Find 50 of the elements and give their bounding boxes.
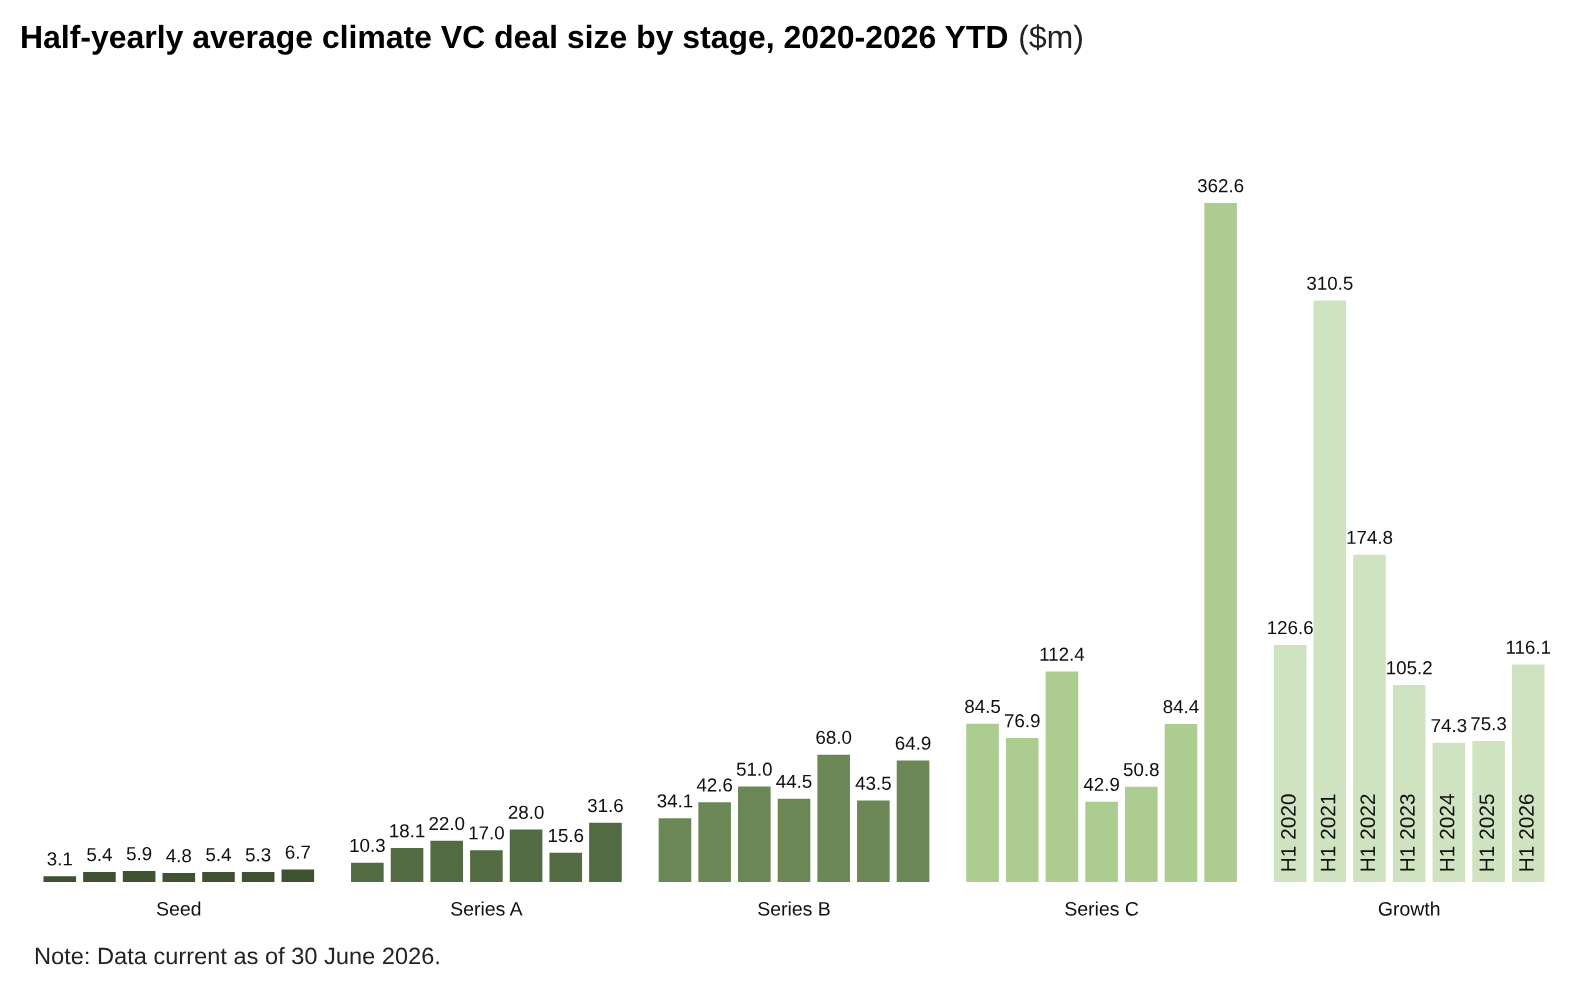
x-tick-label: Series B [758, 901, 830, 916]
series-label: H1 2022 [1360, 794, 1376, 871]
data-label: 34.1 [657, 794, 693, 808]
x-tick-label: Series C [1065, 901, 1139, 916]
data-label: 5.4 [87, 848, 112, 862]
data-label: 84.4 [1163, 700, 1199, 714]
series-label: H1 2026 [1519, 794, 1534, 871]
x-tick-label: Series A [451, 901, 523, 916]
data-label: 31.6 [587, 798, 623, 813]
data-label: 3.1 [47, 852, 72, 866]
data-label: 64.9 [895, 736, 931, 750]
data-label: 5.3 [245, 848, 271, 862]
data-label: 43.5 [855, 776, 891, 790]
data-label: 105.2 [1387, 661, 1432, 675]
series-label: H1 2023 [1400, 794, 1415, 871]
data-label: 42.6 [696, 778, 733, 792]
x-tick-label: Growth [1378, 901, 1440, 916]
chart-title: Half-yearly average climate VC deal size by stage, 2020-2026 YTD [22, 24, 1008, 55]
data-label: 84.5 [965, 699, 1001, 714]
data-label: 18.1 [390, 824, 425, 838]
chart-subtitle: ($m) [1020, 24, 1082, 55]
data-label: 42.9 [1083, 777, 1119, 792]
data-label: 44.5 [776, 774, 812, 789]
data-label: 15.6 [548, 828, 584, 843]
data-label: 51.0 [736, 762, 772, 776]
data-label: 362.6 [1197, 179, 1244, 193]
data-label: 112.4 [1040, 647, 1085, 661]
data-label: 10.3 [350, 838, 385, 853]
data-label: 76.9 [1004, 714, 1040, 728]
data-label: 17.0 [469, 826, 504, 840]
series-label: H1 2020 [1281, 794, 1296, 871]
data-label: 5.4 [206, 848, 231, 862]
data-label: 6.7 [285, 845, 310, 859]
x-tick-label: Seed [156, 901, 201, 916]
data-label: 22.0 [429, 816, 465, 831]
data-label: 68.0 [816, 730, 852, 745]
data-label: 50.8 [1123, 762, 1159, 777]
series-label: H1 2021 [1320, 794, 1336, 871]
series-label: H1 2025 [1479, 794, 1495, 871]
data-label: 5.9 [126, 847, 152, 861]
data-label: 74.3 [1431, 718, 1467, 733]
text: Note: Data current as of 30 June 2026. [35, 947, 439, 965]
data-label: 310.5 [1307, 276, 1353, 290]
data-label: 116.1 [1506, 640, 1551, 654]
series-label: H1 2024 [1439, 794, 1455, 871]
data-label: 126.6 [1268, 621, 1313, 635]
data-label: 28.0 [508, 805, 544, 819]
data-label: 4.8 [166, 849, 192, 863]
data-label: 75.3 [1471, 717, 1506, 731]
data-label: 174.8 [1347, 530, 1393, 545]
